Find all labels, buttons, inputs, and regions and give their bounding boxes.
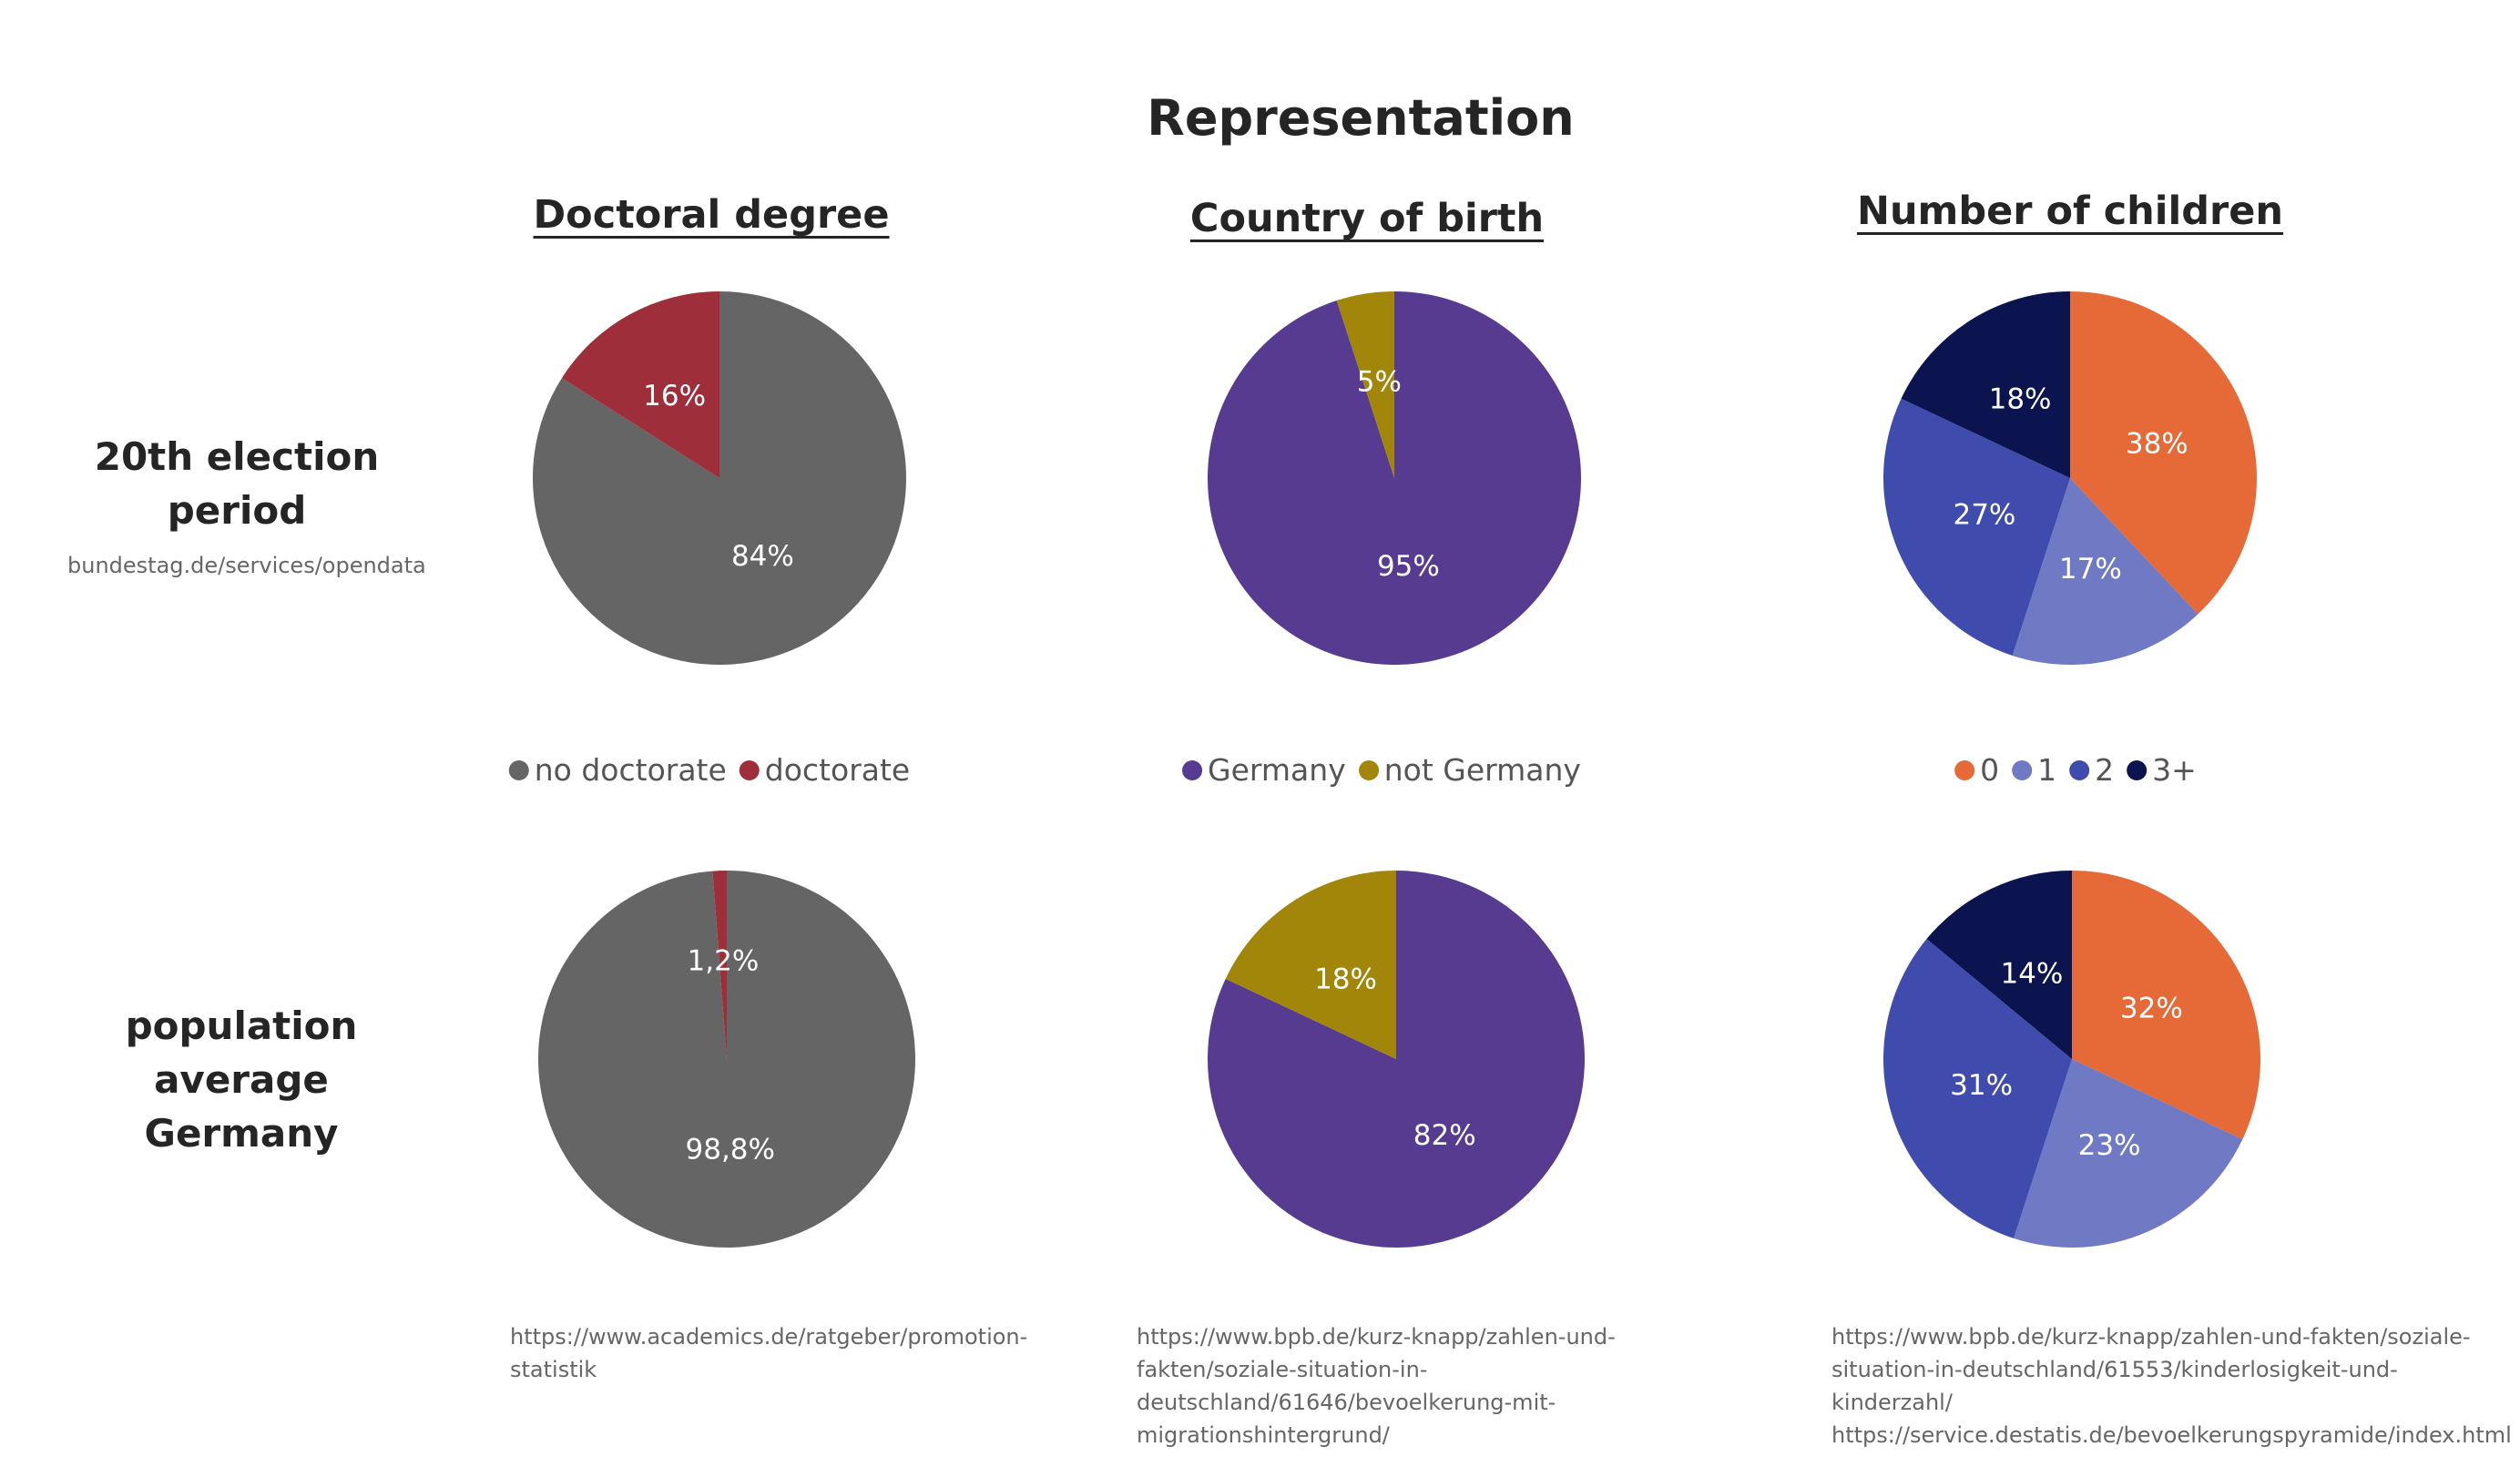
legend-item-germany: Germany [1182, 752, 1346, 788]
pie-slice-not-germany [1336, 291, 1394, 478]
pie-slice-doctorate [712, 871, 727, 1059]
row-source-bundestag: bundestag.de/services/opendata [67, 553, 426, 578]
slice-label-1: 17% [2059, 553, 2122, 586]
legend-dot-icon [1954, 759, 1975, 780]
slice-label-0: 38% [2126, 427, 2188, 460]
pie-slice-doctorate [561, 291, 719, 478]
row-title-population-average: population average Germany [125, 1004, 358, 1156]
pie-slice-0 [2072, 871, 2260, 1140]
legend-label: Germany [1208, 752, 1346, 788]
legend-children: 0 1 2 3+ [1954, 752, 2209, 788]
slice-label-1: 23% [2078, 1129, 2141, 1162]
column-title-number-of-children: Number of children [1856, 188, 2284, 234]
pie-country-election: 95% 5% [1208, 291, 1581, 665]
legend-label: 2 [2095, 752, 2115, 788]
slice-label-doctorate: 1,2% [688, 944, 760, 977]
legend-item-1: 1 [2012, 752, 2056, 788]
pie-doctoral-population: 98,8% 1,2% [538, 871, 915, 1248]
slice-label-germany: 82% [1413, 1119, 1476, 1152]
legend-item-not-germany: not Germany [1358, 752, 1581, 788]
pie-slice-not-germany [1225, 871, 1396, 1059]
legend-label: not Germany [1383, 752, 1581, 788]
page-title: Representation [1147, 89, 1575, 147]
legend-label: no doctorate [534, 752, 727, 788]
legend-dot-icon [739, 759, 760, 780]
legend-label: 1 [2037, 752, 2057, 788]
legend-item-0: 0 [1954, 752, 1999, 788]
row-title-election-period: 20th election period [94, 434, 380, 533]
pie-slice-1 [2012, 478, 2199, 665]
pie-slice-1 [2014, 1059, 2243, 1248]
slice-label-0: 32% [2120, 993, 2183, 1025]
legend-item-2: 2 [2069, 752, 2114, 788]
pie-slice-0 [2070, 291, 2257, 615]
slice-label-doctorate: 16% [643, 380, 706, 413]
slice-label-germany: 95% [1377, 550, 1440, 583]
pie-doctoral-election: 84% 16% [533, 291, 906, 665]
column-title-doctoral-degree: Doctoral degree [533, 192, 890, 238]
pie-slice-2 [1883, 939, 2072, 1238]
legend-label: doctorate [764, 752, 911, 788]
legend-dot-icon [508, 759, 529, 780]
column-title-country-of-birth: Country of birth [1189, 196, 1545, 241]
legend-item-3: 3+ [2127, 752, 2197, 788]
slice-label-3: 14% [2000, 957, 2063, 990]
legend-dot-icon [2012, 759, 2033, 780]
pie-slice-no-doctorate [538, 871, 915, 1248]
legend-label: 3+ [2152, 752, 2197, 788]
legend-item-no-doctorate: no doctorate [508, 752, 727, 788]
slice-label-no-doctorate: 84% [731, 540, 794, 573]
pie-country-population: 82% 18% [1208, 871, 1585, 1248]
slice-label-no-doctorate: 98,8% [686, 1133, 775, 1166]
slice-label-not-germany: 18% [1314, 963, 1377, 996]
legend-label: 0 [1980, 752, 2000, 788]
pie-slice-2 [1883, 398, 2070, 656]
pie-children-election: 38% 17% 27% 18% [1883, 291, 2257, 665]
source-children: https://www.bpb.de/kurz-knapp/zahlen-und… [1831, 1324, 2512, 1448]
slice-label-not-germany: 5% [1357, 366, 1402, 399]
pie-children-population: 32% 23% 31% 14% [1883, 871, 2260, 1248]
slice-label-3: 18% [1989, 382, 2052, 415]
legend-dot-icon [2127, 759, 2148, 780]
legend-dot-icon [1358, 759, 1379, 780]
slice-label-2: 27% [1953, 499, 2015, 532]
legend-dot-icon [2069, 759, 2090, 780]
legend-item-doctorate: doctorate [739, 752, 911, 788]
legend-doctoral: no doctorate doctorate [508, 752, 923, 788]
legend-country: Germany not Germany [1182, 752, 1594, 788]
legend-dot-icon [1182, 759, 1203, 780]
pie-slice-3 [1926, 871, 2072, 1059]
source-country: https://www.bpb.de/kurz-knapp/zahlen-und… [1137, 1324, 1616, 1448]
pie-slice-3 [1901, 291, 2070, 478]
slice-label-2: 31% [1950, 1069, 2013, 1102]
source-doctoral: https://www.academics.de/ratgeber/promot… [510, 1324, 1028, 1382]
